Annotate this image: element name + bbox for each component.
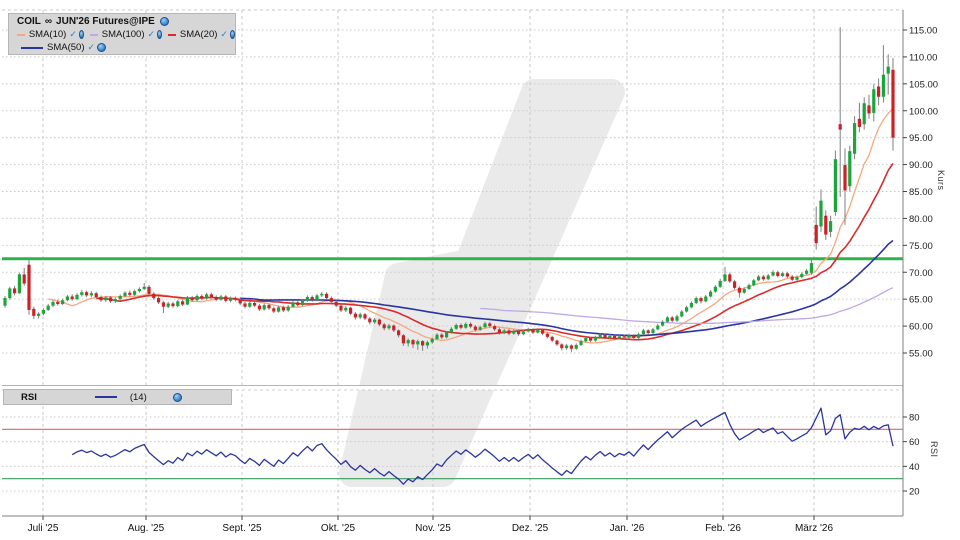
rsi-tick-label: 60 <box>909 437 920 448</box>
month-tick-label: Jan. '26 <box>610 523 645 534</box>
rsi-axis-title: RSI <box>929 441 939 458</box>
sma50-label: SMA(50) <box>47 42 85 53</box>
rsi-legend: RSI (14) <box>3 389 232 405</box>
price-tick-label: 65.00 <box>909 295 933 306</box>
axes: 115.00 110.00 105.00 100.00 95.00 90.00 85.00 8… <box>2 10 938 534</box>
sma20-visibility-check[interactable]: ✓ <box>220 29 228 39</box>
globe-icon[interactable] <box>97 43 107 52</box>
month-tick-label: Nov. '25 <box>415 523 451 534</box>
price-axis-title: Kurs <box>936 170 946 191</box>
price-tick-label: 80.00 <box>909 214 933 225</box>
rsi-label: RSI <box>21 391 37 403</box>
rsi-swatch <box>94 396 117 398</box>
instrument-legend: COIL ∞ JUN'26 Futures@IPE SMA(10) ✓ SMA(… <box>8 13 236 55</box>
month-tick-label: Feb. '26 <box>705 523 741 534</box>
price-tick-label: 105.00 <box>909 79 938 90</box>
month-tick-label: Okt. '25 <box>321 523 356 534</box>
price-tick-label: 110.00 <box>909 52 937 63</box>
price-tick-label: 90.00 <box>909 160 933 171</box>
price-tick-label: 100.00 <box>909 106 938 117</box>
sma20-label: SMA(20) <box>179 29 218 40</box>
sma50-swatch <box>21 46 43 49</box>
globe-icon[interactable] <box>78 30 84 39</box>
rsi-period: (14) <box>129 391 147 403</box>
price-tick-label: 70.00 <box>909 268 933 279</box>
globe-icon[interactable] <box>172 392 182 402</box>
instrument-title: JUN'26 Futures@IPE <box>56 16 155 27</box>
sma10-label: SMA(10) <box>28 29 67 40</box>
price-tick-label: 85.00 <box>909 187 933 198</box>
link-icon: ∞ <box>44 16 53 27</box>
sma100-label: SMA(100) <box>101 29 145 40</box>
rsi-tick-label: 80 <box>909 413 920 424</box>
price-tick-label: 115.00 <box>909 26 937 37</box>
month-tick-label: Juli '25 <box>28 523 59 534</box>
rsi-tick-label: 20 <box>909 487 920 498</box>
watermark-logo <box>339 79 625 487</box>
price-tick-label: 60.00 <box>909 322 933 333</box>
rsi-tick-label: 40 <box>909 462 920 473</box>
sma20-swatch <box>168 33 176 36</box>
globe-icon[interactable] <box>159 17 169 26</box>
price-tick-label: 95.00 <box>909 133 933 144</box>
globe-icon[interactable] <box>229 30 235 39</box>
instrument-symbol: COIL <box>17 16 41 27</box>
month-tick-label: März '26 <box>795 523 833 534</box>
sma10-swatch <box>17 33 25 36</box>
gridlines <box>2 9 903 516</box>
rsi-level-lines <box>2 428 903 480</box>
month-tick-label: Sept. '25 <box>222 523 262 534</box>
price-tick-label: 55.00 <box>909 349 933 360</box>
rsi-line <box>71 407 894 485</box>
candlesticks[interactable] <box>3 27 895 352</box>
sma100-visibility-check[interactable]: ✓ <box>147 29 156 39</box>
month-tick-label: Dez. '25 <box>512 523 549 534</box>
sma10-visibility-check[interactable]: ✓ <box>69 29 77 39</box>
month-tick-label: Aug. '25 <box>128 523 165 534</box>
sma100-swatch <box>89 33 98 36</box>
sma50-visibility-check[interactable]: ✓ <box>87 42 96 52</box>
globe-icon[interactable] <box>157 30 163 39</box>
price-tick-label: 75.00 <box>909 241 933 252</box>
